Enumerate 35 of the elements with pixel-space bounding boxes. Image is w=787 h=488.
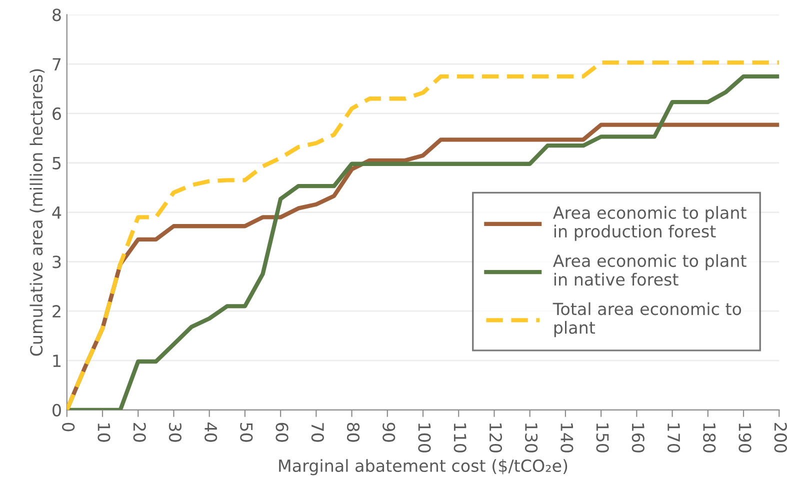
y-tick-label: 7 (52, 58, 61, 70)
x-tick-label: 60 (276, 422, 288, 442)
x-axis-title: Marginal abatement cost ($/tCO₂e) (279, 459, 568, 476)
y-tick-label: 5 (52, 157, 61, 170)
y-tick-label: 6 (52, 107, 61, 120)
x-tick-label: 10 (98, 424, 110, 442)
x-tick-label: 150 (596, 424, 609, 452)
x-tick-label: 100 (418, 424, 431, 452)
y-tick-label: 1 (53, 354, 60, 367)
x-tick-label: 40 (204, 422, 218, 442)
legend-label: Total area economic to plant (552, 302, 742, 338)
x-tick-label: 110 (454, 424, 466, 452)
x-tick-label: 30 (168, 422, 182, 442)
y-tick-label: 4 (52, 206, 62, 219)
y-tick-label: 2 (52, 305, 60, 318)
y-axis-title: Cumulative area (million hectares) (30, 69, 45, 356)
x-tick-label: 50 (240, 423, 253, 442)
x-tick-label: 120 (489, 424, 502, 452)
y-tick-label: 3 (52, 256, 61, 268)
x-tick-label: 170 (667, 424, 680, 452)
x-tick-label: 200 (774, 422, 787, 452)
legend-label: Area economic to plant in native forest (553, 254, 746, 286)
x-tick-label: 80 (346, 422, 360, 442)
x-tick-label: 190 (738, 424, 752, 452)
x-tick-label: 0 (62, 422, 75, 432)
x-tick-label: 20 (133, 422, 146, 442)
y-tick-label: 0 (52, 404, 61, 416)
x-tick-label: 130 (525, 424, 538, 452)
x-tick-label: 140 (560, 424, 574, 452)
y-tick-label: 8 (52, 8, 61, 22)
x-tick-label: 180 (703, 424, 716, 452)
legend-label: Area economic to plant in production forest (553, 206, 746, 241)
x-tick-label: 160 (632, 424, 644, 452)
x-tick-label: 90 (382, 422, 396, 442)
x-tick-label: 70 (311, 423, 324, 442)
